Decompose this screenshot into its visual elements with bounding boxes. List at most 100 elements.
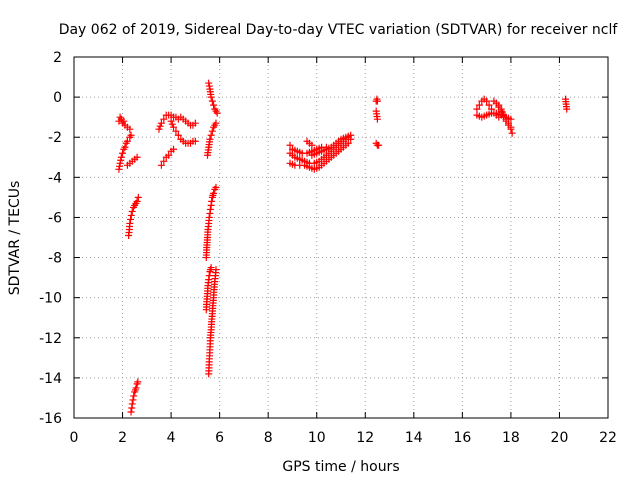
grid-lines xyxy=(74,57,608,418)
x-tick-label: 20 xyxy=(551,430,569,446)
data-point xyxy=(126,125,134,133)
series-pass-5b xyxy=(372,107,381,123)
x-tick-label: 18 xyxy=(502,430,520,446)
data-point xyxy=(134,193,142,201)
data-point xyxy=(205,213,213,221)
data-point xyxy=(206,135,214,143)
data-point xyxy=(210,189,218,197)
data-point xyxy=(500,111,508,119)
data-point xyxy=(347,131,355,139)
series-pass-1d xyxy=(125,193,142,239)
chart-title: Day 062 of 2019, Sidereal Day-to-day VTE… xyxy=(59,22,619,38)
data-point xyxy=(344,139,352,147)
series-pass-3c xyxy=(202,183,220,262)
series-pass-4b xyxy=(286,135,355,173)
data-point xyxy=(483,97,491,105)
data-point xyxy=(508,129,516,137)
data-point xyxy=(212,119,220,127)
y-axis-label: SDTVAR / TECUs xyxy=(7,181,23,296)
data-point xyxy=(375,141,383,149)
data-point xyxy=(168,120,176,128)
data-point xyxy=(210,101,218,109)
x-tick-label: 8 xyxy=(264,430,273,446)
data-point xyxy=(507,123,515,131)
data-point xyxy=(123,137,131,145)
data-point xyxy=(286,141,294,149)
x-axis-label: GPS time / hours xyxy=(282,459,399,475)
series-pass-2d xyxy=(177,113,199,129)
data-point xyxy=(134,378,142,386)
series-pass-1e xyxy=(127,378,142,416)
data-point xyxy=(208,197,216,205)
series-pass-1a xyxy=(115,113,134,133)
data-point xyxy=(563,105,571,113)
data-point xyxy=(133,153,141,161)
data-point xyxy=(212,183,220,191)
data-point xyxy=(212,266,220,274)
data-point xyxy=(373,115,381,123)
series-pass-6d xyxy=(495,101,515,131)
data-point xyxy=(117,156,125,164)
series-pass-7a xyxy=(562,95,571,113)
series-pass-6a xyxy=(473,95,503,121)
data-point xyxy=(128,207,136,215)
data-point xyxy=(165,151,173,159)
data-point xyxy=(130,392,138,400)
series-pass-5c xyxy=(372,139,383,149)
series-pass-2b xyxy=(155,111,182,133)
data-point xyxy=(157,119,165,127)
data-point xyxy=(129,396,137,404)
y-tick-label: -2 xyxy=(48,130,62,146)
data-point xyxy=(207,131,215,139)
y-tick-label: -4 xyxy=(48,170,62,186)
data-point xyxy=(208,127,216,135)
data-point xyxy=(160,157,168,165)
data-point xyxy=(373,97,381,105)
data-point xyxy=(127,131,135,139)
data-point xyxy=(155,125,163,133)
data-points xyxy=(115,79,571,416)
y-tick-label: -8 xyxy=(48,251,62,267)
data-point xyxy=(308,141,316,149)
data-point xyxy=(170,145,178,153)
x-tick-labels: 0 2 4 6 8 10 12 14 16 18 20 22 xyxy=(70,430,617,446)
data-point xyxy=(498,108,506,116)
data-point xyxy=(504,119,512,127)
data-point xyxy=(133,197,141,205)
data-point xyxy=(121,143,129,151)
data-point xyxy=(207,264,215,272)
data-point xyxy=(205,79,213,87)
data-point xyxy=(207,93,215,101)
x-tick-label: 6 xyxy=(215,430,224,446)
data-point xyxy=(502,115,510,123)
data-point xyxy=(116,162,124,170)
data-point xyxy=(128,400,136,408)
data-point xyxy=(119,149,127,157)
series-pass-4d xyxy=(308,131,355,159)
data-point xyxy=(120,117,128,125)
data-point xyxy=(127,215,135,223)
series-pass-1b xyxy=(115,131,135,173)
series-pass-3e xyxy=(205,266,220,378)
data-point xyxy=(167,117,175,125)
x-tick-label: 4 xyxy=(167,430,176,446)
series-pass-2a xyxy=(157,145,178,169)
axis-ticks xyxy=(73,56,609,419)
series-pass-2c xyxy=(167,117,199,147)
y-tick-labels: 2 0 -2 -4 -6 -8 -10 -12 -14 -16 xyxy=(39,50,62,427)
data-point xyxy=(191,137,199,145)
data-point xyxy=(475,101,483,109)
data-point xyxy=(127,408,135,416)
data-point xyxy=(115,165,123,173)
data-point xyxy=(205,272,213,280)
data-point xyxy=(497,105,505,113)
data-point xyxy=(132,384,140,392)
data-point xyxy=(117,153,125,161)
x-tick-label: 16 xyxy=(453,430,471,446)
y-tick-label: -6 xyxy=(48,210,62,226)
data-point xyxy=(485,101,493,109)
series-pass-6c xyxy=(490,97,516,137)
series-pass-5a xyxy=(372,95,381,105)
data-point xyxy=(208,97,216,105)
series-pass-3d xyxy=(202,264,215,314)
